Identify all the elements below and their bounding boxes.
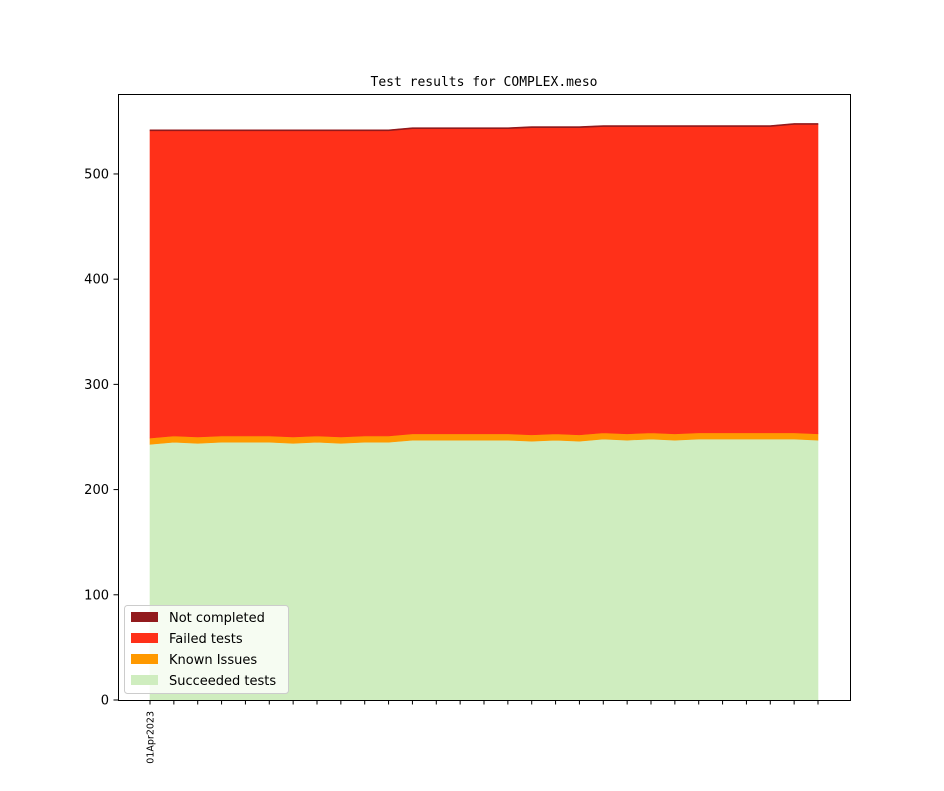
legend-label-known-issues: Known Issues: [169, 653, 257, 668]
y-tick-label: 300: [84, 378, 109, 393]
legend-box: [124, 605, 289, 694]
chart-title: Test results for COMPLEX.meso: [371, 75, 598, 90]
y-tick-label: 500: [84, 167, 109, 182]
y-tick-label: 400: [84, 273, 109, 288]
y-axis: 0 100 200 300 400 500: [84, 167, 118, 709]
x-axis: 01Apr2023: [146, 700, 819, 764]
legend-swatch-failed-tests: [131, 633, 158, 643]
y-tick-label: 100: [84, 588, 109, 603]
legend-swatch-not-completed: [131, 612, 158, 622]
series-area-failed-tests: [149, 124, 819, 439]
y-tick-label: 200: [84, 483, 109, 498]
legend-swatch-succeeded-tests: [131, 675, 158, 685]
legend-label-failed-tests: Failed tests: [169, 632, 243, 647]
series-areas: [149, 123, 819, 701]
x-tick-label: 01Apr2023: [146, 711, 157, 764]
legend-label-succeeded-tests: Succeeded tests: [169, 674, 276, 689]
y-tick-label: 0: [101, 694, 109, 709]
legend-swatch-known-issues: [131, 654, 158, 664]
series-area-not-completed: [149, 123, 819, 132]
legend: Not completed Failed tests Known Issues Suc…: [124, 605, 289, 694]
legend-label-not-completed: Not completed: [169, 611, 265, 626]
